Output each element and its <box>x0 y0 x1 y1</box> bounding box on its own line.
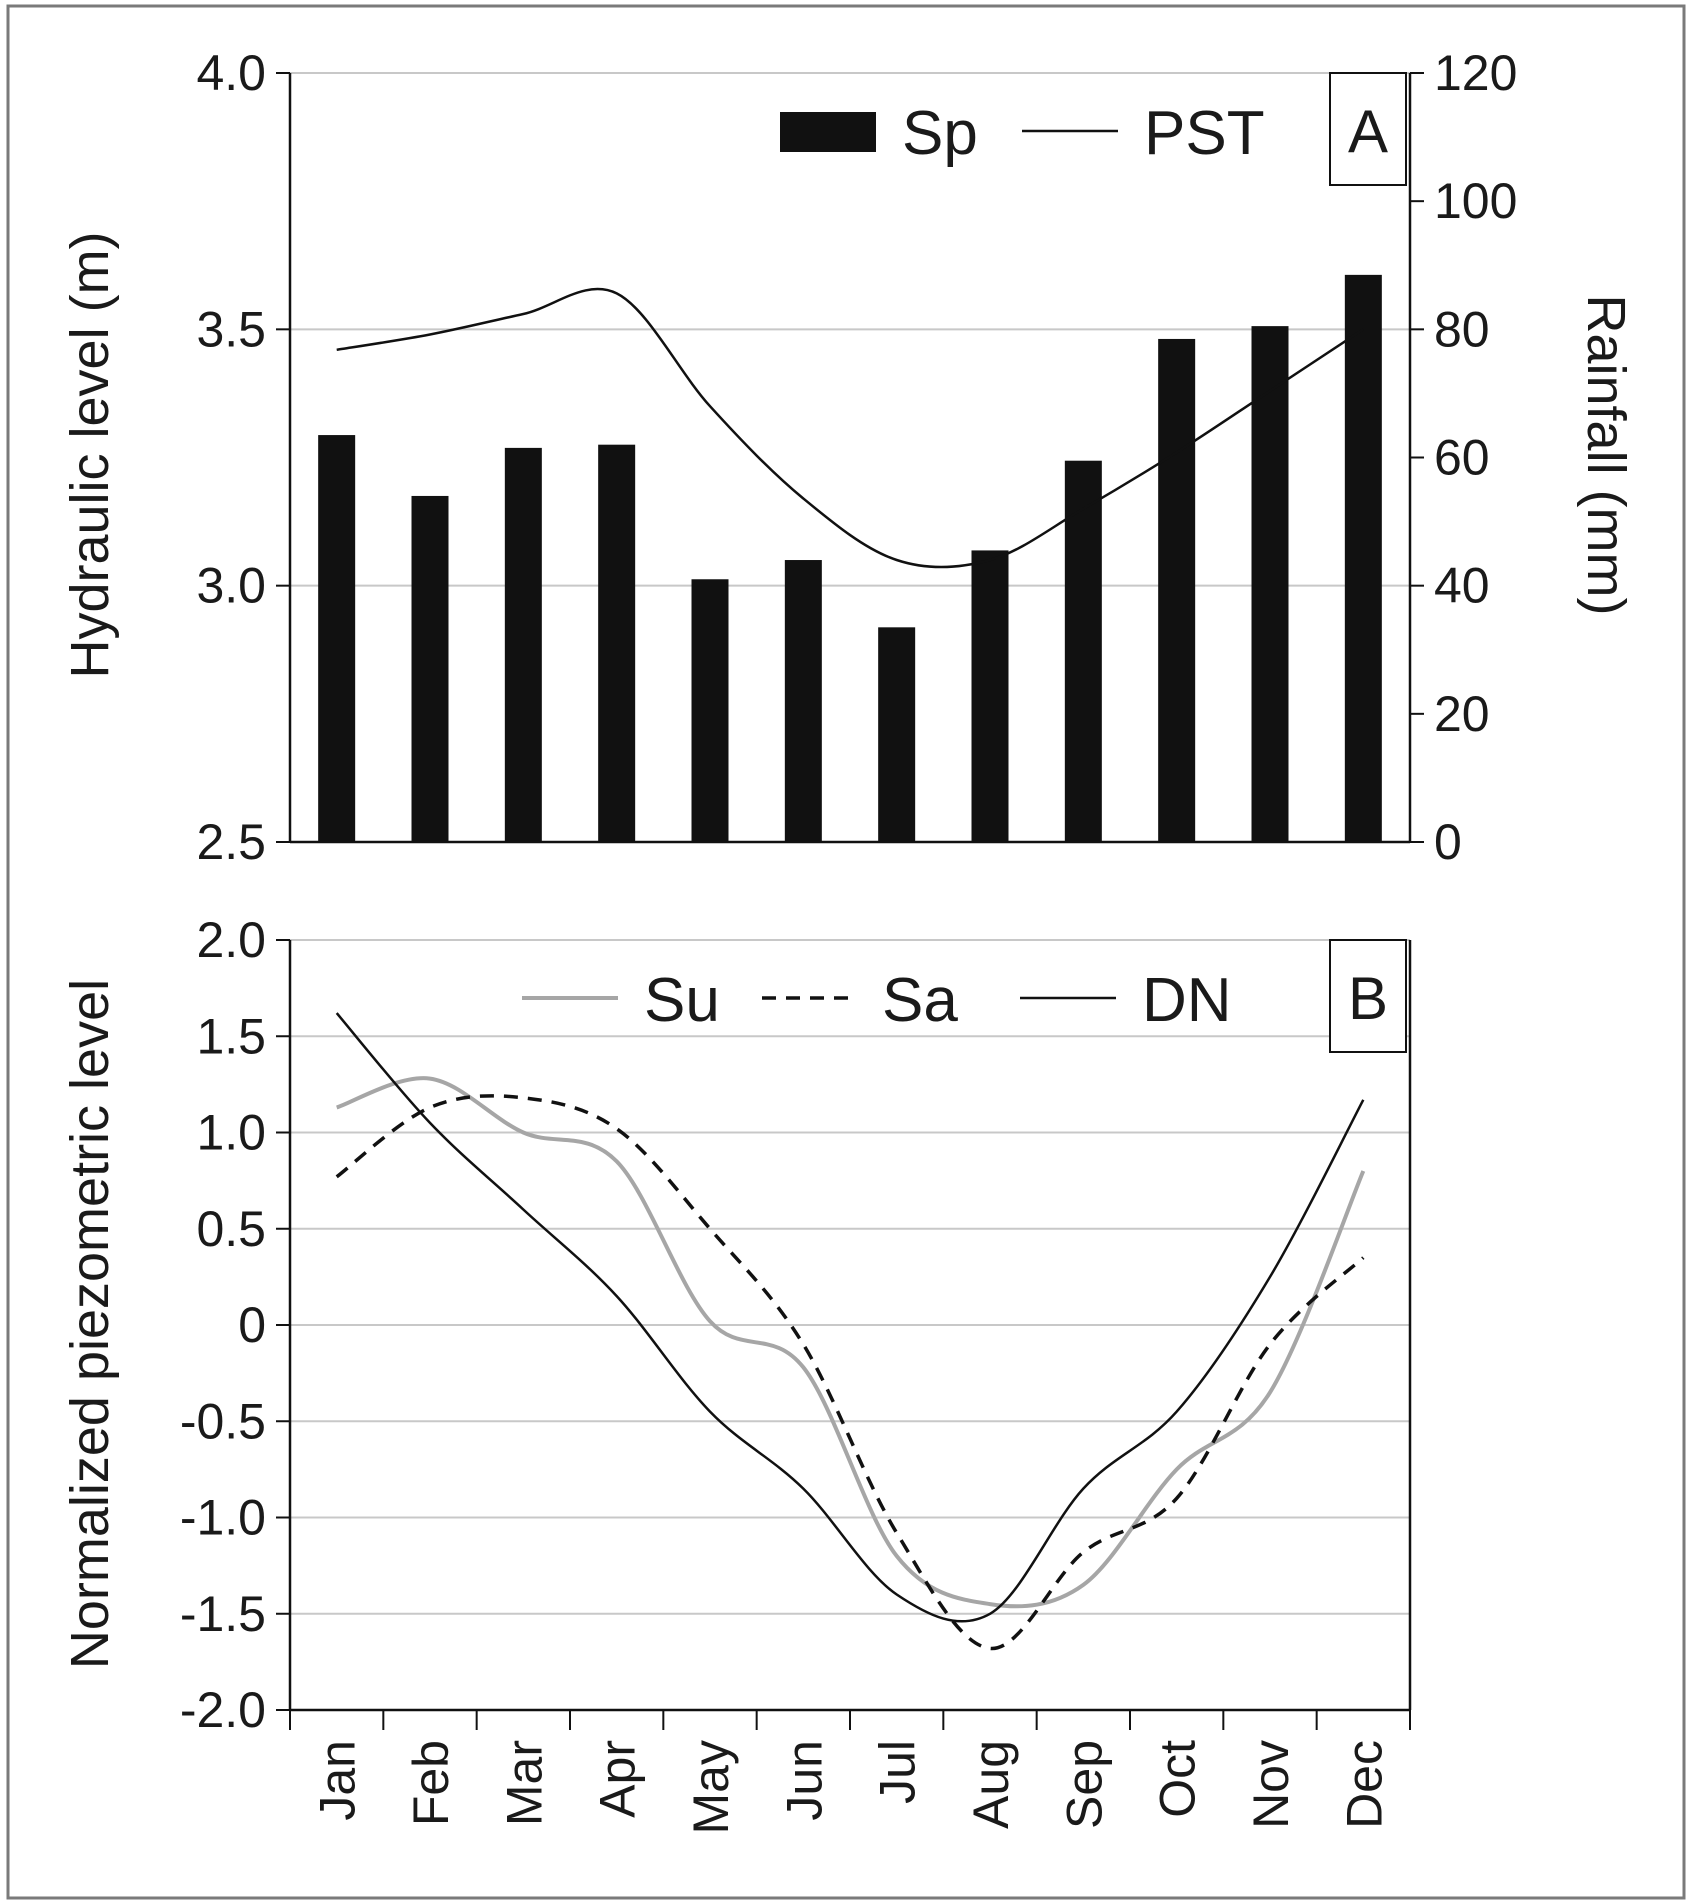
panel-a-right-tick-label-3: 60 <box>1434 430 1490 486</box>
panel-b-left-tick-label-0: 2.0 <box>196 912 266 968</box>
panel-a-label-box: A <box>1329 72 1407 186</box>
month-label-jun: Jun <box>776 1740 832 1821</box>
sp-bar-aug <box>971 550 1009 842</box>
panel-b-left-ticks: 2.0 1.5 1.0 0.5 0 -0.5 -1.0 -1.5 -2.0 <box>180 912 290 1738</box>
su-series-line <box>336 1076 1366 1609</box>
panel-b-month-ticks: Jan Feb Mar Apr May Jun Jul Aug Sep Oct Nov Dec <box>289 1710 1411 1834</box>
panel-b-left-tick-label-1: 1.5 <box>196 1008 266 1064</box>
month-label-oct: Oct <box>1150 1740 1206 1818</box>
sp-bar-may <box>691 579 729 842</box>
panel-a-right-tick-label-4: 40 <box>1434 558 1490 614</box>
panel-a-label-frame <box>1329 72 1407 186</box>
sp-bar-nov <box>1251 326 1289 843</box>
month-label-aug: Aug <box>963 1740 1019 1829</box>
panel-b-label-box: B <box>1329 939 1407 1053</box>
month-label-sep: Sep <box>1056 1740 1112 1829</box>
month-label-feb: Feb <box>403 1740 459 1826</box>
panel-a-right-tick-label-1: 100 <box>1434 173 1517 229</box>
month-label-nov: Nov <box>1243 1740 1299 1829</box>
sp-bar-sep <box>1064 460 1102 842</box>
panel-b-left-tick-label-8: -2.0 <box>180 1682 266 1738</box>
legend-dn-label: DN <box>1142 966 1232 1035</box>
panel-a-gridlines <box>290 72 1410 587</box>
panel-b-left-tick-label-5: -0.5 <box>180 1393 266 1449</box>
legend-sa-label: Sa <box>882 966 958 1035</box>
panel-a-left-tick-label-3: 2.5 <box>196 814 266 870</box>
legend-sp-label: Sp <box>902 99 978 168</box>
panel-a-left-tick-label-2: 3.0 <box>196 558 266 614</box>
panel-b-left-tick-label-7: -1.5 <box>180 1586 266 1642</box>
month-label-jan: Jan <box>310 1740 366 1821</box>
sp-bar-mar <box>504 447 542 842</box>
panel-b-gridlines <box>290 939 1410 1615</box>
sp-bar-jun <box>784 560 822 842</box>
legend-su-label: Su <box>644 966 720 1035</box>
panel-a-y2-axis-title: Rainfall (mm) <box>1576 294 1636 615</box>
sp-bar-jan <box>318 435 356 842</box>
panel-b-y-axis-title: Normalized piezometric level <box>60 979 120 1669</box>
sp-bar-oct <box>1158 338 1196 842</box>
panel-a-right-tick-label-6: 0 <box>1434 814 1462 870</box>
panel-a-bars <box>318 274 1382 843</box>
panel-a-left-ticks: 4.0 3.5 3.0 2.5 <box>196 45 290 870</box>
legend-sp-swatch <box>780 112 876 152</box>
panel-b-label-frame <box>1329 939 1407 1053</box>
dn-series-line <box>335 1012 1365 1623</box>
panel-a-y-axis-title: Hydraulic level (m) <box>60 231 120 678</box>
sa-series-line <box>335 1094 1365 1651</box>
panel-a-right-tick-label-5: 20 <box>1434 686 1490 742</box>
month-label-mar: Mar <box>496 1740 552 1826</box>
panel-b-left-tick-label-2: 1.0 <box>196 1105 266 1161</box>
month-label-may: May <box>683 1740 739 1834</box>
month-label-apr: Apr <box>590 1740 646 1818</box>
panel-a-label: A <box>1348 98 1388 165</box>
pst-series-line <box>336 287 1364 569</box>
month-label-dec: Dec <box>1336 1740 1392 1829</box>
panel-a-left-tick-label-1: 3.5 <box>196 301 266 357</box>
panel-b-left-tick-label-3: 0.5 <box>196 1201 266 1257</box>
panel-b-left-tick-label-6: -1.0 <box>180 1490 266 1546</box>
panel-a-left-tick-label-0: 4.0 <box>196 45 266 101</box>
panel-a: 4.0 3.5 3.0 2.5 120 100 80 60 40 20 0 Hydraulic l… <box>60 45 1636 870</box>
panel-b-left-tick-label-4: 0 <box>238 1297 266 1353</box>
panel-b-legend: Su Sa DN <box>522 966 1232 1035</box>
panel-a-right-tick-label-0: 120 <box>1434 45 1517 101</box>
panel-a-legend: Sp PST <box>780 99 1265 168</box>
panel-b: 2.0 1.5 1.0 0.5 0 -0.5 -1.0 -1.5 -2.0 Jan Feb Mar A… <box>60 912 1412 1834</box>
panel-a-right-ticks: 120 100 80 60 40 20 0 <box>1410 45 1517 870</box>
sp-bar-apr <box>598 444 636 842</box>
sp-bar-feb <box>411 495 449 842</box>
sp-bar-dec <box>1344 274 1382 842</box>
panel-b-label: B <box>1348 965 1388 1032</box>
month-label-jul: Jul <box>870 1740 926 1804</box>
legend-pst-label: PST <box>1144 99 1265 168</box>
panel-a-right-tick-label-2: 80 <box>1434 301 1490 357</box>
sp-bar-jul <box>878 627 916 842</box>
